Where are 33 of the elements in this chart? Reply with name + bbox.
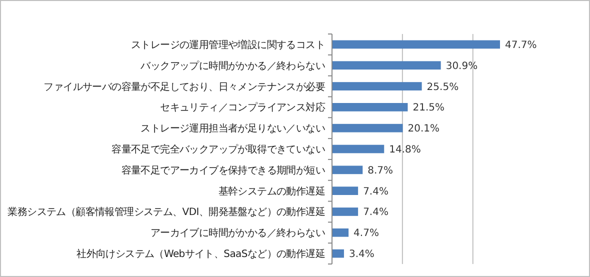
y-tick-label: 社外向けシステム（Webサイト、SaaSなど）の動作遅延	[76, 248, 326, 260]
data-label: 25.5%	[426, 82, 459, 93]
data-label: 30.9%	[446, 60, 478, 72]
y-tick-label: ファイルサーバの容量が不足しており、日々メンテナンスが必要	[44, 80, 326, 93]
bar	[332, 249, 344, 258]
data-label: 20.1%	[408, 124, 440, 135]
data-label: 21.5%	[412, 102, 445, 114]
bar	[332, 103, 408, 112]
data-label: 7.4%	[363, 186, 388, 198]
data-label: 47.7%	[505, 40, 537, 51]
y-tick-label: 容量不足で完全バックアップが取得できていない	[112, 144, 326, 156]
bar	[332, 208, 358, 216]
data-label: 3.4%	[348, 249, 374, 260]
bar	[332, 166, 363, 174]
data-label: 7.4%	[363, 207, 388, 218]
y-tick-label: 業務システム（顧客情報管理システム、VDI、開発基盤など）の動作遅延	[8, 206, 326, 218]
bar	[332, 186, 358, 195]
bar	[332, 82, 422, 90]
data-label: 4.7%	[354, 228, 379, 240]
y-tick-label: ストレージ運用担当者が足りない／いない	[140, 122, 326, 135]
y-tick-label: 容量不足でアーカイブを保持できる期間が短い	[121, 164, 326, 176]
bar	[332, 124, 403, 132]
bar	[332, 40, 500, 49]
y-tick-label: 基幹システムの動作遅延	[218, 185, 326, 198]
bar	[332, 61, 441, 70]
y-tick-label: ストレージの運用管理や増設に関するコスト	[130, 38, 325, 51]
bar	[332, 228, 349, 237]
data-label: 14.8%	[389, 144, 421, 156]
data-label: 8.7%	[368, 165, 394, 176]
y-tick-label: セキュリティ／コンプライアンス対応	[160, 102, 326, 114]
y-tick-label: バックアップに時間がかかる／終わらない	[140, 60, 326, 72]
y-tick-label: アーカイブに時間がかかる／終わらない	[150, 227, 326, 240]
bar	[332, 144, 384, 154]
